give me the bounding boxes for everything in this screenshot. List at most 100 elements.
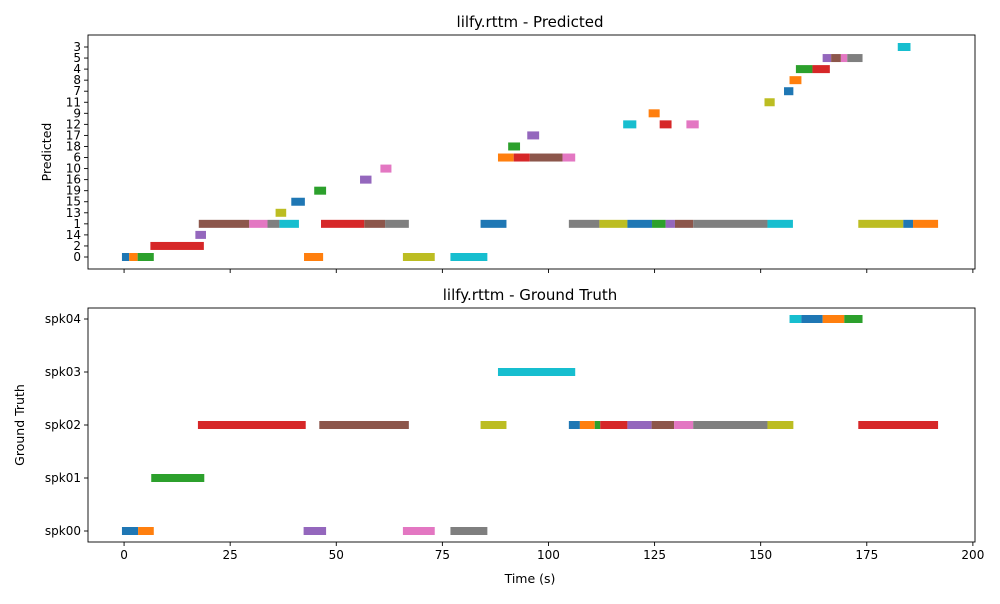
ground-truth-y-tick-label: spk00 — [45, 524, 81, 538]
predicted-segment — [831, 54, 841, 63]
predicted-y-tick-label: 4 — [73, 62, 81, 76]
predicted-segment — [847, 54, 863, 63]
predicted-segment — [291, 197, 305, 206]
predicted-segment — [784, 87, 794, 96]
predicted-segment — [304, 253, 324, 261]
predicted-segment — [150, 241, 204, 250]
predicted-y-tick-label: 6 — [73, 151, 81, 165]
predicted-segment — [897, 43, 911, 51]
predicted-segment — [659, 120, 672, 129]
predicted-segment — [913, 219, 939, 228]
ground-truth-segment — [319, 421, 409, 429]
predicted-segment — [822, 54, 832, 63]
predicted-y-tick-label: 18 — [66, 139, 81, 153]
ground-truth-segment — [844, 315, 863, 323]
predicted-segment — [527, 131, 540, 140]
predicted-segment — [314, 186, 327, 195]
predicted-segment — [652, 219, 666, 228]
predicted-y-tick-label: 0 — [73, 250, 81, 264]
ground-truth-xlabel: Time (s) — [504, 571, 556, 586]
predicted-segment — [137, 253, 154, 261]
ground-truth-y-tick-label: spk01 — [45, 471, 81, 485]
ground-truth-segment — [121, 527, 139, 535]
predicted-segment — [380, 164, 392, 173]
predicted-segment — [858, 219, 904, 228]
predicted-segment — [121, 253, 130, 261]
predicted-y-tick-label: 5 — [73, 51, 81, 65]
ground-truth-panel: lilfy.rttm - Ground Truth Ground Truth T… — [12, 286, 984, 586]
predicted-y-tick-label: 1 — [73, 217, 81, 231]
predicted-segment — [360, 175, 372, 184]
ground-truth-x-tick-label: 150 — [749, 548, 772, 562]
predicted-segment — [198, 219, 250, 228]
predicted-segment — [623, 120, 637, 129]
ground-truth-segment — [651, 421, 675, 429]
ground-truth-segments — [121, 315, 939, 535]
ground-truth-segment — [789, 315, 802, 323]
predicted-y-tick-label: 14 — [66, 228, 81, 242]
ground-truth-axes-frame — [87, 307, 976, 543]
ground-truth-y-tick-label: spk02 — [45, 418, 81, 432]
ground-truth-y-tick-label: spk04 — [45, 312, 81, 326]
predicted-title: lilfy.rttm - Predicted — [457, 13, 604, 31]
predicted-segment — [321, 219, 365, 228]
predicted-x-ticks — [123, 269, 974, 273]
predicted-segment — [795, 65, 813, 74]
ground-truth-segment — [450, 527, 488, 535]
predicted-segment — [767, 219, 793, 228]
ground-truth-segment — [627, 421, 652, 429]
ground-truth-segment — [801, 315, 823, 323]
predicted-y-tick-label: 15 — [66, 195, 81, 209]
predicted-segment — [674, 219, 694, 228]
predicted-segments — [121, 43, 939, 261]
predicted-segment — [249, 219, 268, 228]
predicted-y-tick-label: 9 — [73, 106, 81, 120]
predicted-segment — [195, 230, 206, 239]
ground-truth-y-ticks: spk00 spk01 spk02 spk03 spk04 — [45, 312, 88, 538]
predicted-segment — [279, 219, 299, 228]
ground-truth-x-tick-label: 75 — [435, 548, 450, 562]
predicted-segment — [497, 153, 514, 162]
predicted-segment — [627, 219, 653, 228]
predicted-segment — [129, 253, 138, 261]
predicted-segment — [562, 153, 576, 162]
predicted-y-tick-label: 2 — [73, 239, 81, 253]
predicted-segment — [480, 219, 507, 228]
predicted-y-tick-label: 13 — [66, 206, 81, 220]
predicted-segment — [599, 219, 628, 228]
ground-truth-segment — [674, 421, 694, 429]
ground-truth-ylabel: Ground Truth — [12, 384, 27, 466]
predicted-segment — [812, 65, 830, 74]
ground-truth-segment — [497, 368, 576, 376]
predicted-panel: lilfy.rttm - Predicted Predicted 0214113… — [39, 13, 976, 273]
ground-truth-segment — [197, 421, 306, 429]
predicted-segment — [508, 142, 521, 151]
predicted-segment — [385, 219, 409, 228]
ground-truth-x-tick-label: 125 — [643, 548, 666, 562]
ground-truth-y-tick-label: spk03 — [45, 365, 81, 379]
predicted-axes-frame — [87, 34, 976, 270]
ground-truth-segment — [767, 421, 794, 429]
ground-truth-segment — [600, 421, 628, 429]
ground-truth-x-tick-label: 50 — [329, 548, 344, 562]
predicted-segment — [789, 76, 802, 85]
ground-truth-segment — [822, 315, 845, 323]
ground-truth-segment — [402, 527, 435, 535]
predicted-y-tick-label: 3 — [73, 40, 81, 54]
predicted-segment — [513, 153, 530, 162]
predicted-segment — [840, 54, 848, 63]
ground-truth-x-tick-label: 175 — [855, 548, 878, 562]
predicted-segment — [450, 253, 488, 261]
predicted-y-tick-label: 7 — [73, 84, 81, 98]
ground-truth-title: lilfy.rttm - Ground Truth — [443, 286, 617, 304]
ground-truth-segment — [594, 421, 601, 429]
predicted-segment — [267, 219, 280, 228]
ground-truth-segment — [303, 527, 327, 535]
predicted-segment — [275, 208, 287, 217]
predicted-y-tick-label: 19 — [66, 184, 81, 198]
ground-truth-x-ticks: 0 25 50 75 100 125 150 175 200 — [120, 542, 984, 562]
